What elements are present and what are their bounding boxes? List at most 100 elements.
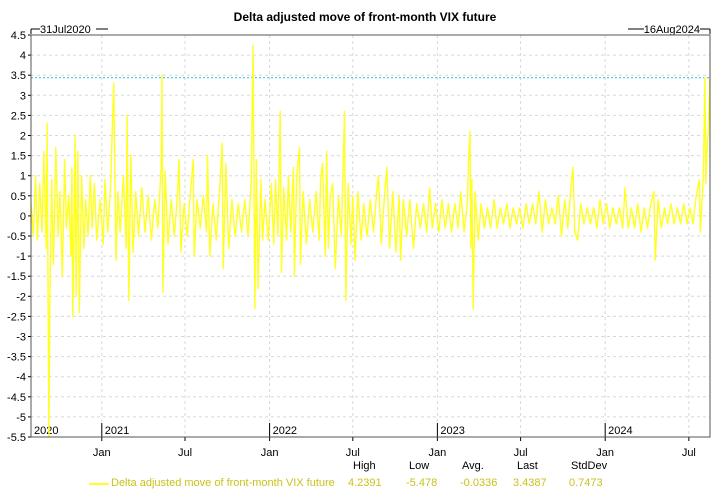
data-point [89, 175, 92, 177]
data-point [657, 199, 659, 201]
data-point [528, 223, 530, 225]
data-point [624, 187, 626, 189]
data-point [225, 162, 227, 165]
data-point [471, 179, 473, 181]
data-point [547, 223, 550, 225]
data-point [580, 203, 582, 205]
y-tick-label: -2 [16, 291, 26, 303]
data-point [218, 191, 221, 193]
data-point [369, 199, 371, 201]
data-point [80, 175, 83, 177]
data-point [599, 199, 601, 201]
data-point [324, 255, 326, 257]
data-point [399, 259, 402, 261]
data-point [180, 251, 182, 253]
data-point [522, 227, 524, 229]
data-point [290, 231, 292, 233]
data-point [474, 191, 476, 193]
data-point [302, 191, 304, 193]
data-point [477, 239, 479, 241]
data-point [178, 158, 180, 161]
data-point [447, 203, 450, 205]
legend-header-last: Last [517, 460, 538, 472]
data-point [560, 235, 563, 237]
data-point [260, 179, 262, 181]
data-point [605, 203, 608, 205]
data-point [161, 74, 163, 76]
data-point [380, 243, 382, 245]
data-point [627, 227, 629, 229]
data-point [702, 162, 705, 165]
data-point [280, 271, 283, 273]
data-point [377, 175, 380, 177]
data-point [583, 223, 585, 225]
x-month-label: Jul [178, 447, 192, 459]
y-tick-label: 1 [20, 171, 26, 183]
data-point [262, 239, 264, 241]
data-point [480, 203, 482, 205]
data-point [576, 239, 579, 241]
data-point [347, 183, 349, 185]
data-point [706, 154, 708, 157]
x-year-label: 2021 [105, 425, 129, 437]
data-point [72, 315, 74, 318]
data-point [157, 227, 159, 229]
data-point [557, 195, 559, 197]
legend-header-stddev: StdDev [571, 460, 608, 472]
legend: High Low Avg. Last StdDev Delta adjusted… [0, 460, 720, 498]
data-point [167, 243, 169, 245]
data-point [342, 167, 344, 169]
data-point [486, 207, 489, 209]
data-point [196, 199, 198, 201]
data-point [49, 303, 51, 305]
data-point [667, 223, 669, 225]
data-point [228, 247, 230, 249]
data-point [502, 223, 505, 225]
y-tick-label: -5 [16, 412, 26, 424]
data-point [298, 146, 301, 149]
data-point [252, 44, 254, 47]
x-year-label: 2024 [608, 425, 632, 437]
data-point [490, 227, 492, 229]
data-point [463, 231, 465, 233]
data-point [102, 243, 104, 245]
data-point [551, 207, 553, 209]
data-point [93, 183, 96, 185]
data-point [46, 122, 48, 125]
data-point [615, 223, 617, 225]
data-point [315, 191, 317, 193]
data-point [312, 231, 314, 233]
legend-value-high: 4.2391 [348, 477, 382, 489]
start-date-label: 31Jul2020 [40, 24, 91, 36]
data-point [419, 227, 422, 229]
data-point [126, 114, 128, 117]
data-point [247, 235, 249, 237]
data-point [633, 227, 636, 229]
y-tick-label: 3.5 [11, 70, 26, 82]
data-point [162, 291, 164, 293]
data-point [250, 183, 252, 185]
x-month-label: Jan [429, 447, 447, 459]
data-point [392, 191, 394, 193]
data-point [472, 307, 474, 310]
legend-value-stddev: 0.7473 [569, 477, 603, 489]
data-point [199, 227, 201, 229]
y-tick-label: -3 [16, 332, 26, 344]
data-point [321, 162, 324, 165]
data-point [107, 231, 109, 233]
data-point [376, 191, 378, 193]
legend-series-name: Delta adjusted move of front-month VIX f… [111, 477, 335, 489]
data-point [544, 199, 547, 201]
data-point [51, 179, 53, 181]
data-point [470, 247, 472, 249]
data-point [122, 175, 125, 177]
data-point [63, 158, 66, 161]
data-point [357, 191, 359, 193]
data-point [283, 187, 285, 189]
data-point [444, 227, 446, 229]
data-point [327, 247, 330, 249]
x-month-label: Jul [346, 447, 360, 459]
legend-value-low: -5.478 [406, 477, 438, 489]
legend-header-avg: Avg. [462, 460, 484, 472]
data-point [535, 223, 537, 225]
